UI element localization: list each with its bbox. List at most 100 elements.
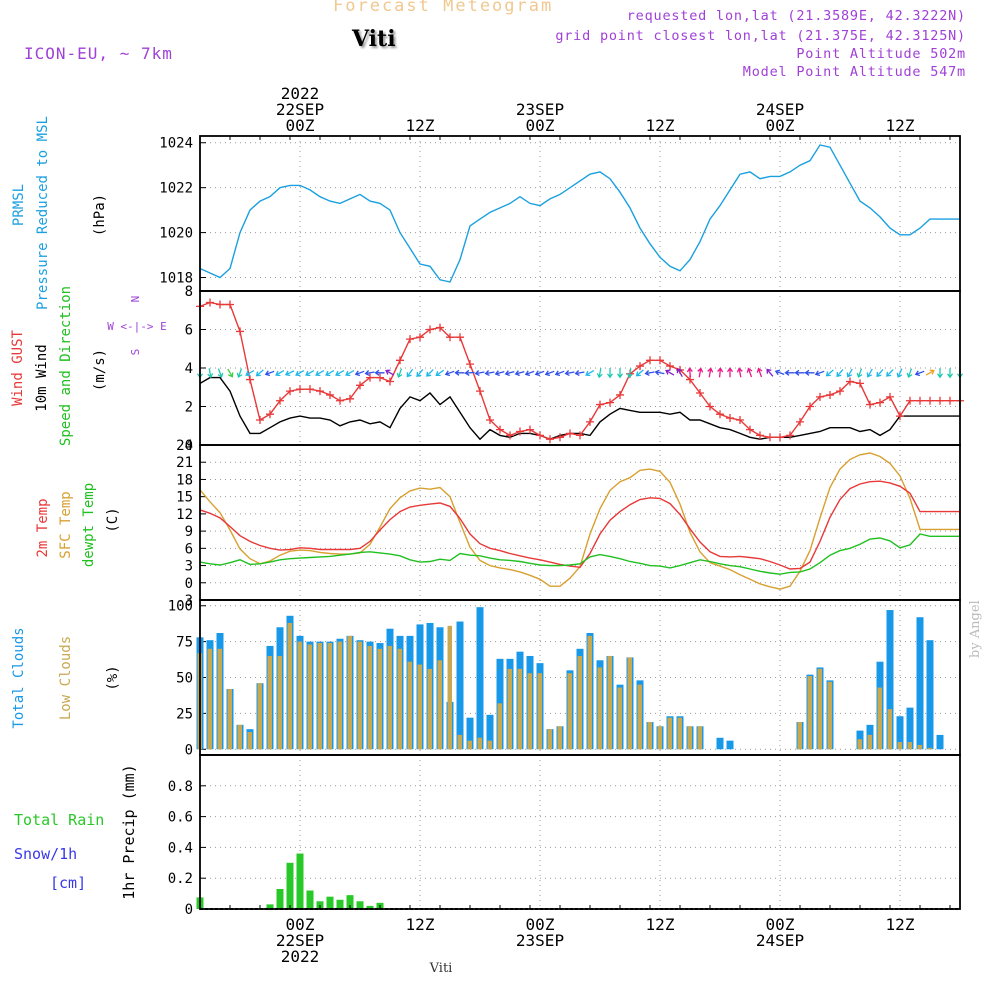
gust-marker: [246, 375, 254, 384]
time-label-top: 22SEP: [276, 100, 324, 119]
wind-direction-arrow: [385, 369, 395, 376]
wind-direction-arrow: [635, 369, 644, 377]
rain-bar: [326, 896, 334, 909]
wind-direction-arrow: [444, 370, 455, 377]
pressure-unit: (hPa): [92, 194, 108, 236]
gust-marker: [756, 431, 764, 440]
wind-direction-arrow: [654, 369, 665, 376]
gust-marker: [766, 433, 774, 442]
gust-marker: [426, 325, 434, 334]
y-tick-label: 1022: [159, 181, 193, 197]
gust-marker: [226, 300, 234, 309]
low-cloud-bar: [287, 622, 292, 750]
wind-direction-arrow: [756, 367, 763, 378]
gust-marker: [606, 398, 614, 407]
low-cloud-bar: [897, 742, 902, 750]
gust-marker: [666, 362, 674, 371]
low-cloud-bar: [887, 709, 892, 750]
wind-unit: (m/s): [92, 349, 108, 391]
low-cloud-bar: [487, 740, 492, 750]
y-tick-label: 0.8: [168, 779, 193, 795]
gust-marker: [386, 377, 394, 386]
temp-unit: (C): [105, 507, 121, 532]
gust-marker: [926, 396, 934, 405]
wind-direction-arrow: [876, 368, 884, 378]
wind-speed-direction-label: Speed and Direction: [58, 286, 74, 446]
y-tick-label: 0: [185, 742, 193, 758]
wind-direction-arrow: [207, 368, 214, 379]
wind-direction-arrow: [514, 370, 525, 377]
low-cloud-bar: [577, 655, 582, 750]
wind-direction-arrow: [426, 369, 434, 377]
rain-bar: [266, 904, 274, 909]
compass-north: N: [129, 296, 142, 303]
wind-direction-arrow: [364, 370, 375, 376]
wind-direction-arrow: [665, 369, 675, 376]
y-tick-label: 6: [185, 323, 193, 339]
time-label-bottom: 24SEP: [756, 931, 804, 950]
gust-marker: [896, 412, 904, 421]
gust-marker: [326, 390, 334, 399]
low-cloud-bar: [917, 744, 922, 750]
low-cloud-bar: [647, 721, 652, 750]
gust-marker: [436, 323, 444, 332]
gust-marker: [846, 377, 854, 386]
panel-frame: [199, 444, 961, 601]
low-cloud-bar: [207, 648, 212, 750]
grid-point-coords: grid point closest lon,lat (21.375E, 42.…: [555, 28, 966, 44]
wind-direction-arrow: [846, 368, 853, 378]
low-cloud-bar: [617, 687, 622, 750]
gust-marker: [376, 373, 384, 382]
time-label-bottom: 12Z: [406, 915, 435, 934]
low-cloud-bar: [317, 643, 322, 750]
y-tick-label: 18: [176, 472, 193, 488]
gust-marker: [816, 392, 824, 401]
wind-direction-arrow: [836, 368, 844, 378]
total-cloud-bar: [476, 607, 484, 750]
y-tick-label: 0: [185, 438, 193, 454]
gust-marker: [776, 433, 784, 442]
wind-direction-arrow: [886, 369, 894, 377]
gust-marker: [216, 300, 224, 309]
low-cloud-bar: [257, 683, 262, 750]
gust-marker: [706, 402, 714, 411]
gust-marker: [446, 333, 454, 342]
gust-marker: [486, 415, 494, 424]
wind-gust-label: Wind GUST: [10, 330, 26, 406]
pressure-label-1: PRMSL: [11, 184, 27, 226]
wind-direction-arrow: [644, 370, 655, 376]
y-tick-label: 6: [185, 541, 193, 557]
y-tick-label: 2: [185, 400, 193, 416]
wind-direction-arrow: [354, 370, 365, 377]
gust-marker: [866, 400, 874, 409]
low-cloud-bar: [327, 643, 332, 750]
rain-bar: [276, 888, 284, 909]
low-cloud-bar: [437, 660, 442, 750]
gust-marker: [696, 389, 704, 398]
wind-direction-arrow: [766, 368, 774, 377]
low-cloud-bar: [827, 681, 832, 750]
gust-marker: [646, 356, 654, 365]
low-cloud-bar: [797, 721, 802, 750]
time-label-top: 23SEP: [516, 100, 564, 119]
total-cloud-bar: [716, 737, 724, 750]
y-tick-label: 3: [185, 559, 193, 575]
panel-frame: [199, 135, 961, 292]
wind-direction-arrow: [676, 367, 683, 378]
wind-direction-arrow: [585, 370, 595, 377]
low-cloud-bar: [687, 726, 692, 750]
total-cloud-bar: [916, 617, 924, 750]
wind-direction-arrow: [814, 370, 825, 377]
wind-direction-arrow: [554, 370, 565, 377]
low-cloud-bar: [567, 673, 572, 750]
wind-direction-arrow: [784, 369, 795, 376]
wind-direction-arrow: [524, 370, 535, 377]
gust-marker: [406, 335, 414, 344]
dewpt-temp-line: [199, 533, 960, 575]
time-label-bottom: 00Z: [286, 915, 315, 934]
wind-direction-arrow: [464, 369, 475, 376]
gust-marker: [796, 417, 804, 426]
wind-direction-arrow: [686, 367, 693, 378]
low-cloud-bar: [587, 635, 592, 750]
wind-direction-arrow: [217, 368, 224, 379]
